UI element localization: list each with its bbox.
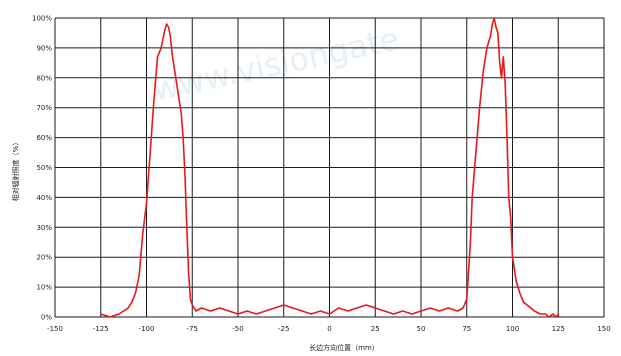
y-tick-label: 60% <box>36 134 52 142</box>
x-axis-label: 长边方向位置（mm） <box>309 343 379 352</box>
y-tick-label: 40% <box>36 194 52 202</box>
x-tick-label: -75 <box>187 325 198 333</box>
x-tick-label: -50 <box>232 325 243 333</box>
x-tick-label: 75 <box>462 325 471 333</box>
y-tick-label: 10% <box>36 284 52 292</box>
x-axis-ticks: -150 -125 -100 -75 -50 -25 0 25 50 75 100 125 150 <box>47 325 611 333</box>
y-tick-label: 80% <box>36 74 52 82</box>
watermark-text: www.visiongate <box>149 19 403 108</box>
y-tick-label: 70% <box>36 104 52 112</box>
x-tick-label: -125 <box>93 325 109 333</box>
y-tick-label: 20% <box>36 254 52 262</box>
x-tick-label: -25 <box>278 325 289 333</box>
x-tick-label: -150 <box>47 325 63 333</box>
gridlines <box>54 17 605 318</box>
y-tick-label: 50% <box>36 164 52 172</box>
y-tick-label: 90% <box>36 44 52 52</box>
x-tick-label: 50 <box>417 325 426 333</box>
y-tick-label: 100% <box>32 15 52 23</box>
series-layer <box>100 17 559 318</box>
y-tick-label: 30% <box>36 224 52 232</box>
y-tick-label: 0% <box>41 314 52 322</box>
x-tick-label: -100 <box>139 325 155 333</box>
x-tick-label: 0 <box>327 325 331 333</box>
x-tick-label: 100 <box>506 325 519 333</box>
series-line <box>100 17 559 318</box>
x-tick-label: 150 <box>597 325 610 333</box>
y-axis-label: 相对辐射照度（%） <box>11 139 20 202</box>
x-tick-label: 125 <box>552 325 565 333</box>
y-axis-ticks: 0% 10% 20% 30% 40% 50% 60% 70% 80% 90% 100% <box>32 15 52 322</box>
x-tick-label: 25 <box>371 325 380 333</box>
watermark: www.visiongate <box>149 19 403 108</box>
